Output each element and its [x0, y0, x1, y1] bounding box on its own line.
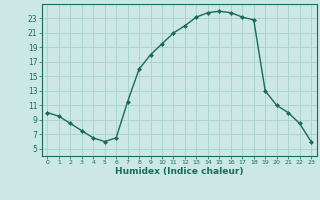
X-axis label: Humidex (Indice chaleur): Humidex (Indice chaleur) — [115, 167, 244, 176]
